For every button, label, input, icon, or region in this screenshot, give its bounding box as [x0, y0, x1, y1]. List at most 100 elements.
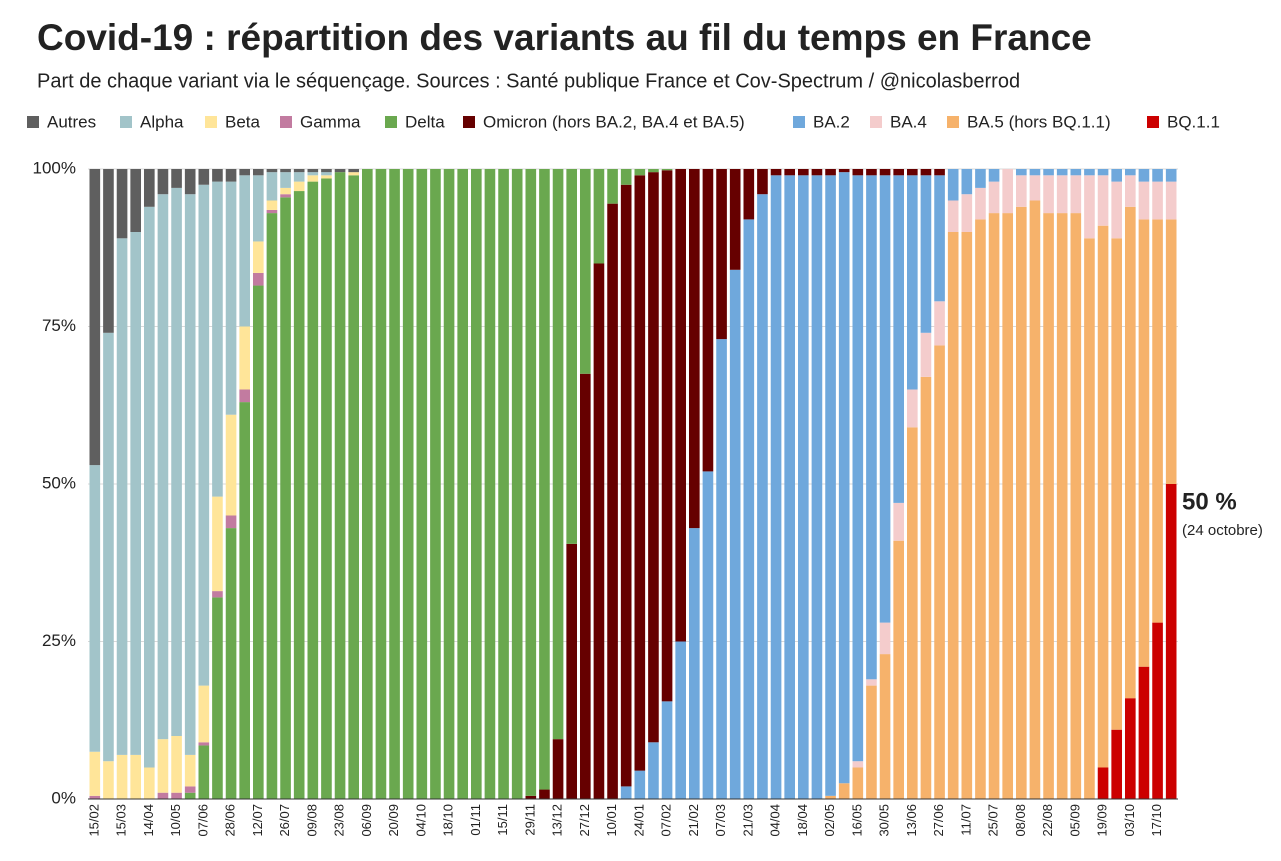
- bar-segment: [838, 169, 850, 173]
- bar-segment: [893, 175, 905, 503]
- bar-segment: [280, 169, 291, 173]
- bar-segment: [934, 345, 945, 799]
- bar-segment: [157, 792, 169, 799]
- bar-segment: [634, 770, 646, 799]
- x-tick-label: 22/08: [1040, 804, 1055, 837]
- bar-segment: [743, 169, 755, 220]
- bar-segment: [184, 792, 196, 799]
- bar-segment: [729, 169, 741, 270]
- bar-segment: [988, 181, 1000, 214]
- bar-segment: [1056, 169, 1068, 176]
- bar-segment: [266, 213, 278, 800]
- bar-segment: [321, 169, 332, 173]
- bar-segment: [866, 679, 877, 686]
- legend-swatch: [280, 116, 292, 128]
- x-tick-label: 10/01: [604, 804, 619, 837]
- bar-segment: [1138, 169, 1150, 182]
- x-tick-label: 06/09: [359, 804, 374, 837]
- bar-segment: [620, 169, 632, 185]
- x-tick-label: 21/02: [686, 804, 701, 837]
- legend-label: Gamma: [300, 112, 361, 131]
- bar-segment: [1084, 238, 1095, 800]
- bar-segment: [866, 685, 877, 799]
- x-tick-label: 23/08: [332, 804, 347, 837]
- bar-segment: [1002, 169, 1014, 214]
- bar-segment: [157, 169, 169, 195]
- bar-segment: [920, 332, 932, 377]
- bar-segment: [198, 742, 210, 746]
- bar-segment: [89, 465, 101, 752]
- bar-segment: [498, 169, 509, 799]
- bar-segment: [893, 169, 905, 176]
- bar-segment: [934, 175, 945, 302]
- x-tick-label: 30/05: [877, 804, 892, 837]
- bar-segment: [198, 745, 210, 799]
- legend-swatch: [27, 116, 39, 128]
- legend-label: BA.5 (hors BQ.1.1): [967, 112, 1111, 131]
- x-tick-label: 29/11: [522, 804, 537, 836]
- x-tick-label: 12/07: [250, 804, 265, 837]
- bar-segment: [1138, 666, 1150, 799]
- x-tick-label: 26/07: [277, 804, 292, 837]
- bar-segment: [525, 169, 537, 796]
- bar-segment: [579, 169, 591, 374]
- bar-segment: [252, 285, 264, 799]
- bar-segment: [879, 169, 891, 176]
- legend-swatch: [793, 116, 805, 128]
- bar-segment: [225, 169, 237, 182]
- bar-segment: [947, 169, 959, 201]
- bar-segment: [675, 641, 687, 799]
- bar-segment: [361, 169, 373, 799]
- legend-label: Autres: [47, 112, 96, 131]
- bar-segment: [743, 219, 755, 799]
- bar-segment: [280, 172, 291, 188]
- bar-segment: [566, 543, 578, 799]
- bar-segment: [1029, 175, 1041, 201]
- bar-segment: [770, 169, 782, 176]
- bar-segment: [552, 169, 564, 740]
- bar-segment: [1152, 219, 1163, 623]
- bar-segment: [416, 169, 428, 799]
- bar-segment: [130, 754, 142, 799]
- x-tick-label: 13/12: [550, 804, 565, 837]
- bar-segment: [852, 767, 864, 799]
- bar-segment: [402, 169, 414, 799]
- bar-segment: [239, 402, 251, 799]
- annotation: (24 octobre): [1182, 522, 1263, 539]
- x-tick-label: 15/02: [86, 804, 101, 837]
- bar-segment: [252, 175, 264, 242]
- bar-segment: [702, 169, 714, 472]
- bar-segment: [988, 213, 1000, 800]
- bar-segment: [906, 169, 918, 176]
- bar-segment: [770, 175, 782, 800]
- bar-segment: [607, 169, 618, 204]
- bar-segment: [811, 175, 823, 800]
- x-tick-label: 02/05: [822, 804, 837, 837]
- bar-segment: [212, 597, 223, 799]
- x-tick-label: 15/03: [114, 804, 129, 837]
- bar-segment: [184, 754, 196, 787]
- bar-segment: [1152, 181, 1163, 220]
- bar-segment: [184, 194, 196, 755]
- bar-segment: [307, 175, 319, 182]
- bar-segment: [648, 169, 659, 173]
- legend-label: BQ.1.1: [1167, 112, 1220, 131]
- bar-segment: [797, 175, 809, 800]
- bar-segment: [1097, 225, 1109, 768]
- bar-segment: [1138, 181, 1150, 220]
- bar-segment: [143, 169, 155, 207]
- bar-segment: [1165, 484, 1177, 799]
- x-tick-label: 04/04: [768, 804, 783, 837]
- x-tick-label: 18/10: [441, 804, 456, 837]
- bar-segment: [906, 427, 918, 799]
- bar-segment: [811, 169, 823, 176]
- bar-segment: [1111, 729, 1123, 799]
- bar-segment: [688, 169, 700, 529]
- bar-segment: [1097, 767, 1109, 799]
- bar-segment: [89, 169, 101, 466]
- bar-segment: [89, 795, 101, 799]
- bar-segment: [252, 241, 264, 273]
- bar-segment: [1152, 622, 1163, 799]
- bar-segment: [920, 175, 932, 333]
- y-tick-label: 75%: [42, 316, 76, 335]
